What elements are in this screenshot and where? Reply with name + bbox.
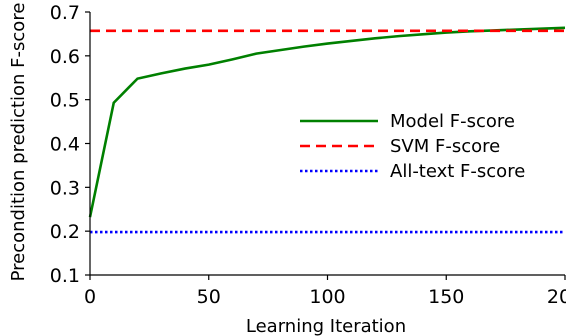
x-tick-label: 50 xyxy=(197,286,221,308)
x-axis-label: Learning Iteration xyxy=(246,316,406,336)
legend-label-all-text-f-score: All-text F-score xyxy=(390,161,525,182)
y-tick-label: 0.7 xyxy=(50,2,80,24)
y-tick-label: 0.4 xyxy=(50,134,80,156)
y-tick-label: 0.3 xyxy=(50,177,80,199)
legend: Model F-score SVM F-score All-text F-score xyxy=(300,111,525,182)
y-tick-label: 0.1 xyxy=(50,265,80,287)
x-ticks: 0 50 100 150 200 xyxy=(84,275,566,308)
legend-label-model-f-score: Model F-score xyxy=(390,111,515,132)
y-axis-label: Precondition prediction F-score xyxy=(8,3,29,282)
plot-lines xyxy=(88,26,566,234)
model-f-score-line xyxy=(88,26,566,218)
x-tick-label: 150 xyxy=(428,286,464,308)
x-tick-label: 200 xyxy=(547,286,566,308)
x-tick-label: 0 xyxy=(84,286,96,308)
y-tick-label: 0.5 xyxy=(50,90,80,112)
legend-label-svm-f-score: SVM F-score xyxy=(390,136,500,157)
y-ticks: 0.1 0.2 0.3 0.4 0.5 0.6 0.7 xyxy=(50,2,90,287)
y-tick-label: 0.6 xyxy=(50,46,80,68)
x-tick-label: 100 xyxy=(309,286,345,308)
y-tick-label: 0.2 xyxy=(50,221,80,243)
